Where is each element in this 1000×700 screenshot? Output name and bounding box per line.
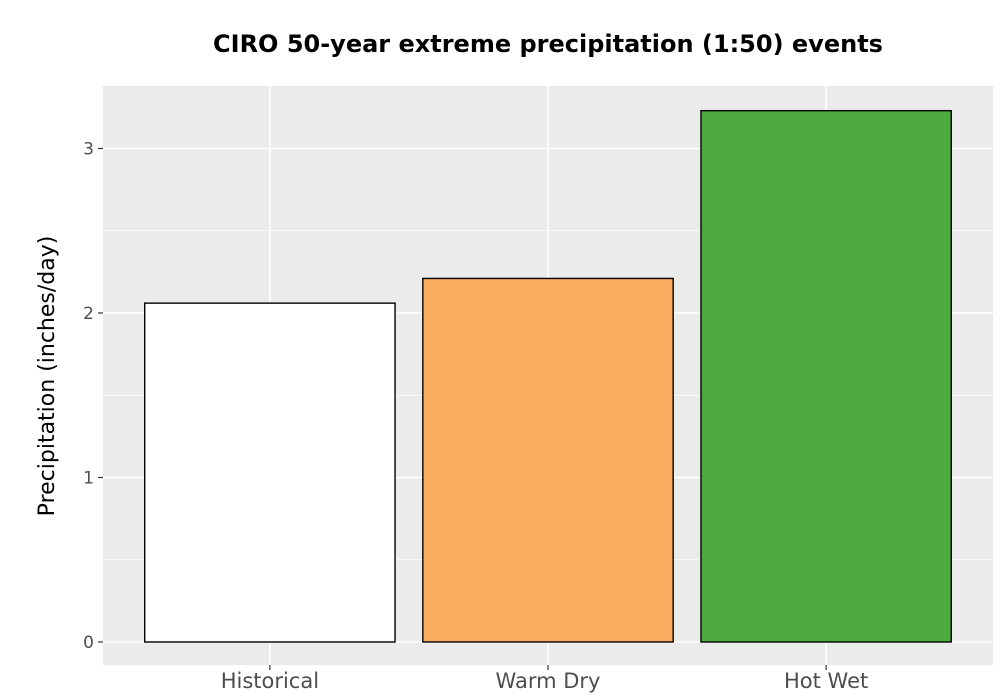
- y-tick-label: 2: [83, 304, 94, 324]
- chart-title: CIRO 50-year extreme precipitation (1:50…: [213, 30, 883, 58]
- y-tick-label: 1: [83, 468, 94, 488]
- bar-hot-wet: [700, 109, 952, 643]
- bars: [144, 109, 952, 643]
- y-axis-label: Precipitation (inches/day): [35, 236, 60, 517]
- y-tick-label: 0: [83, 633, 94, 653]
- x-axis: Historical Warm Dry Hot Wet: [221, 665, 868, 693]
- bar-historical: [144, 302, 396, 643]
- x-tick-label: Historical: [221, 669, 319, 693]
- x-tick-label: Hot Wet: [784, 669, 868, 693]
- y-axis: 0 1 2 3: [83, 140, 103, 653]
- y-tick-label: 3: [83, 140, 94, 160]
- x-tick-label: Warm Dry: [496, 669, 601, 693]
- bar-warm-dry: [422, 277, 674, 643]
